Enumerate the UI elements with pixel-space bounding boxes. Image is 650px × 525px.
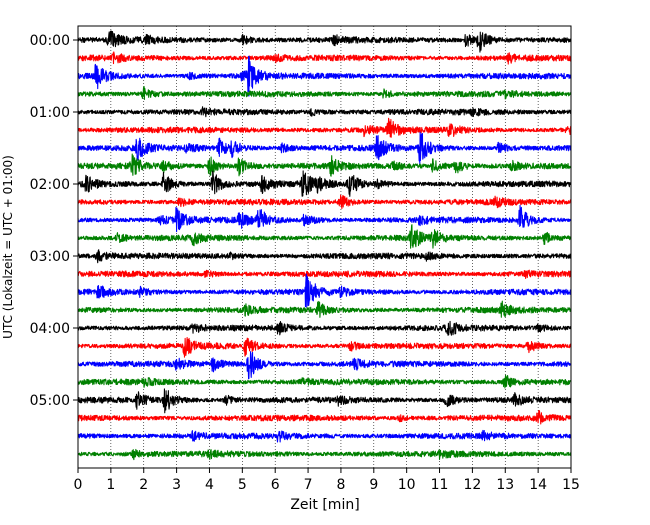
trace-row-0500 <box>77 388 572 414</box>
y-tick-label-04:00: 04:00 <box>30 321 70 337</box>
x-tick-label-12: 12 <box>463 477 481 493</box>
x-tick-label-6: 6 <box>271 477 280 493</box>
x-tick-label-7: 7 <box>304 477 313 493</box>
x-tick-label-15: 15 <box>562 477 580 493</box>
y-tick-label-00:00: 00:00 <box>30 33 70 49</box>
trace-row-0145 <box>77 153 572 177</box>
x-tick-label-10: 10 <box>398 477 416 493</box>
trace-row-0430 <box>77 351 572 380</box>
trace-row-0315 <box>77 269 572 280</box>
y-axis-ticks: 00:00 01:00 02:00 03:00 04:00 05:00 <box>30 33 78 409</box>
y-axis-label: UTC (Lokalzeit = UTC + 01:00) <box>1 155 15 339</box>
trace-row-0345 <box>77 300 572 318</box>
y-tick-label-01:00: 01:00 <box>30 105 70 121</box>
trace-row-0300 <box>77 249 572 264</box>
x-tick-label-11: 11 <box>431 477 449 493</box>
trace-row-0445 <box>77 374 572 389</box>
x-tick-label-2: 2 <box>139 477 148 493</box>
x-axis-label: Zeit [min] <box>290 497 359 513</box>
plot-frame <box>77 25 572 469</box>
trace-row-0515 <box>77 410 572 425</box>
trace-row-0415 <box>77 336 572 358</box>
x-axis-ticks: 0 1 2 3 4 5 6 7 8 9 10 11 12 13 14 15 <box>74 468 580 493</box>
trace-row-0245 <box>77 224 572 249</box>
trace-row-0330 <box>77 273 572 308</box>
x-tick-label-3: 3 <box>172 477 181 493</box>
trace-row-0215 <box>77 194 572 210</box>
x-tick-label-14: 14 <box>529 477 547 493</box>
trace-row-0045 <box>77 85 572 101</box>
x-tick-label-9: 9 <box>369 477 378 493</box>
trace-row-0030 <box>77 55 572 97</box>
trace-row-0230 <box>77 204 572 233</box>
y-tick-label-05:00: 05:00 <box>30 393 70 409</box>
trace-row-0400 <box>77 320 572 336</box>
x-tick-label-0: 0 <box>74 477 83 493</box>
trace-row-0000 <box>77 30 572 53</box>
x-tick-label-4: 4 <box>205 477 214 493</box>
y-tick-label-03:00: 03:00 <box>30 249 70 265</box>
seismogram-traces <box>77 30 572 461</box>
trace-row-0115 <box>77 117 572 138</box>
trace-row-0100 <box>77 106 572 118</box>
x-tick-label-8: 8 <box>336 477 345 493</box>
x-tick-label-5: 5 <box>238 477 247 493</box>
y-tick-label-02:00: 02:00 <box>30 177 70 193</box>
x-tick-label-1: 1 <box>106 477 115 493</box>
trace-row-0530 <box>77 429 572 443</box>
x-tick-label-13: 13 <box>496 477 514 493</box>
trace-row-0130 <box>77 131 572 166</box>
trace-row-0015 <box>77 51 572 65</box>
trace-row-0200 <box>77 170 572 197</box>
trace-row-0545 <box>77 448 572 461</box>
